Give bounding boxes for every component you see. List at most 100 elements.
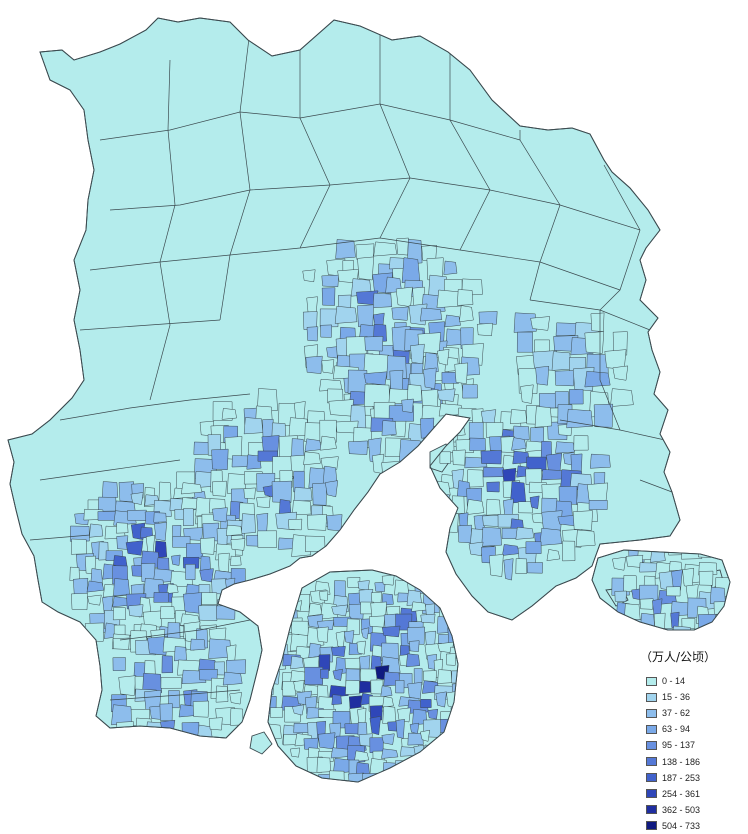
district-cell (381, 625, 401, 638)
district-cell (420, 699, 432, 708)
map-district-boundaries (7, 17, 731, 783)
district-cell (614, 590, 627, 602)
district-cell (446, 730, 458, 742)
legend-item: 254 - 361 (646, 786, 742, 802)
district-cell (357, 256, 374, 281)
district-cell (454, 362, 469, 384)
legend-item: 187 - 253 (646, 770, 742, 786)
district-cell (573, 435, 589, 451)
legend-label: 187 - 253 (662, 772, 701, 783)
district-cell (325, 480, 339, 498)
district-cell (212, 507, 228, 523)
district-cell (159, 703, 173, 722)
district-cell (308, 602, 323, 617)
district-cell (243, 487, 256, 500)
district-cell (569, 389, 584, 405)
district-cell (185, 563, 196, 580)
legend-label: 0 - 14 (662, 676, 686, 687)
district-cell (532, 350, 558, 371)
district-cell (457, 289, 474, 306)
district-cell (413, 668, 423, 686)
district-cell (696, 633, 716, 649)
district-cell (562, 540, 576, 562)
district-cell (515, 526, 535, 540)
district-cell (427, 708, 439, 720)
district-cell (112, 637, 130, 650)
parcel-boundary (109, 689, 241, 701)
parcel-boundary (59, 393, 251, 421)
district-cell (230, 538, 246, 551)
district-cell (178, 736, 200, 738)
district-cell (318, 654, 331, 671)
district-cell (201, 592, 218, 605)
district-cell (160, 677, 182, 689)
district-cell (241, 513, 256, 534)
district-cell (168, 690, 180, 709)
district-cell (511, 437, 527, 451)
district-cell (461, 692, 475, 709)
district-cell (183, 508, 194, 527)
district-cell (368, 615, 385, 628)
district-cell (535, 366, 550, 386)
district-cell (372, 292, 393, 308)
district-cell (192, 737, 207, 738)
district-cell (502, 544, 520, 556)
district-cell (384, 773, 397, 782)
legend-swatch (646, 757, 657, 767)
district-cell (713, 601, 729, 615)
district-cell (650, 550, 666, 563)
district-cell (671, 569, 683, 591)
rural-parcels (29, 29, 673, 701)
district-cell (520, 384, 534, 404)
district-cell (125, 540, 144, 556)
district-cell (316, 619, 335, 631)
parcel-boundary (119, 619, 251, 641)
district-cell (423, 367, 437, 389)
district-cell (112, 657, 126, 672)
district-cell (115, 522, 129, 534)
district-cell (211, 578, 227, 595)
district-cell (420, 613, 436, 624)
district-cell (488, 554, 504, 577)
district-cell (328, 770, 345, 782)
parcel-boundary (639, 479, 673, 493)
district-cell (334, 306, 358, 324)
district-cell (486, 481, 500, 493)
district-cell (462, 384, 478, 399)
district-cell (554, 370, 575, 387)
district-cell (222, 591, 238, 606)
district-cell (401, 257, 421, 283)
district-cell (174, 646, 187, 662)
district-cell (525, 440, 544, 452)
district-cell (516, 331, 533, 353)
district-cell (530, 427, 545, 444)
district-cell (256, 513, 269, 534)
district-cell (360, 627, 370, 640)
district-cell (529, 495, 540, 510)
district-cell (654, 628, 674, 630)
district-cell (610, 388, 634, 407)
district-cell (130, 492, 144, 505)
district-cell (357, 304, 374, 328)
district-cell (292, 500, 312, 516)
district-cell (145, 732, 168, 738)
district-cell (331, 645, 346, 657)
legend-swatch (646, 724, 657, 734)
legend-swatch (646, 773, 657, 783)
district-cell (316, 757, 331, 773)
district-cell (481, 526, 502, 547)
district-cell (551, 351, 572, 371)
district-cell (381, 733, 395, 745)
district-cell (397, 771, 410, 782)
district-cell (526, 562, 543, 574)
parcel-boundary (519, 130, 561, 301)
district-cell (409, 757, 429, 770)
district-cell (335, 239, 356, 259)
district-cell (326, 514, 343, 532)
district-cell (70, 538, 87, 555)
district-cell (419, 729, 431, 742)
parcel-boundary (39, 459, 181, 481)
legend-swatch (646, 789, 657, 799)
district-cell (348, 440, 368, 455)
district-cell (444, 314, 461, 328)
